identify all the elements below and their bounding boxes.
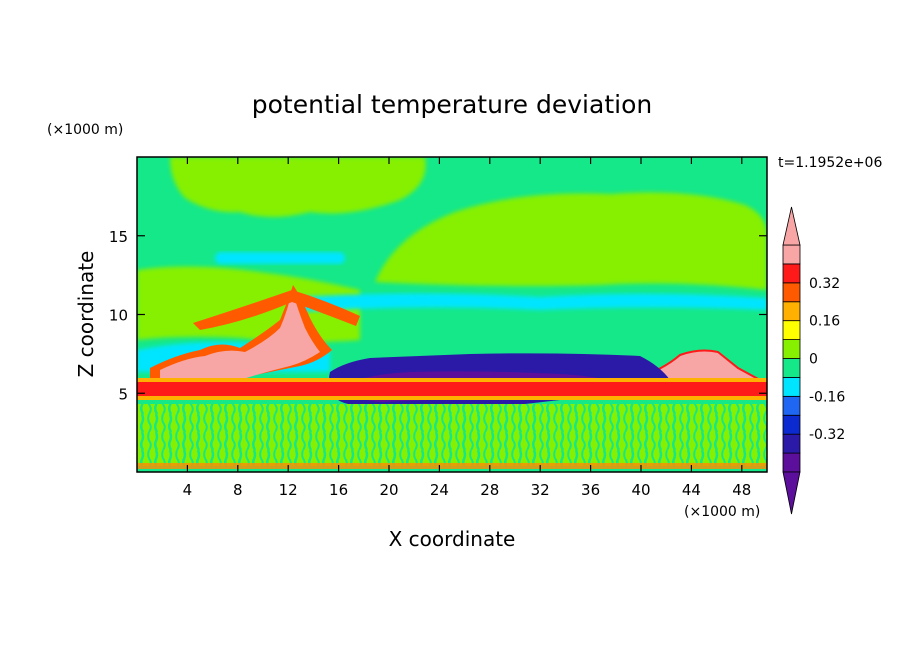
x-tick-label: 24 [430,481,449,499]
cool-band-middle [300,293,767,312]
colorbar-tick-label: 0.16 [809,314,840,330]
colorbar-segment [782,433,801,454]
colorbar-segment [782,395,801,416]
colorbar-segment [782,320,801,340]
surface-noise-band [137,463,767,469]
warm-plume-left-core [160,290,320,380]
colorbar-tick-label: 0.32 [809,276,840,292]
colorbar-over-arrow [782,206,801,246]
time-label: t=1.1952e+06 [778,155,882,171]
warm-layer-upper-edge [137,378,767,382]
colorbar-tick-label: -0.32 [809,427,845,443]
plot-area [137,157,767,472]
x-tick-label: 12 [279,481,298,499]
x-unit-label: (×1000 m) [684,504,760,520]
colorbar-segment [782,282,801,303]
cool-band-upper [215,252,345,264]
colorbar-segment [782,358,801,378]
x-tick-label: 20 [379,481,398,499]
x-axis-label: X coordinate [389,527,516,551]
x-tick-label: 40 [631,481,650,499]
warm-layer [137,382,767,396]
x-tick-label: 48 [732,481,751,499]
colorbar-segment [782,301,801,322]
colorbar-segment [782,452,801,473]
x-tick-label: 8 [233,481,243,499]
y-axis-ticks: 5 10 15 [109,228,767,403]
y-axis-label: Z coordinate [74,251,98,378]
colorbar-labels: -0.32 -0.16 0 0.16 0.32 [809,276,845,443]
colorbar-tick-label: -0.16 [809,389,845,405]
x-tick-label: 36 [581,481,600,499]
colorbar-segment [782,339,801,359]
colorbar-segment [782,244,801,265]
colorbar-segment [782,377,801,397]
upper-right-positive-region [375,192,767,290]
x-tick-label: 16 [329,481,348,499]
y-tick-label: 10 [109,307,128,325]
colorbar-segment [782,414,801,435]
upper-positive-region [170,157,426,217]
colorbar-segment [782,263,801,284]
x-tick-label: 32 [531,481,550,499]
y-tick-label: 5 [118,385,128,403]
warm-layer-lower-edge [137,396,767,400]
colorbar-tick-label: 0 [809,352,818,368]
x-tick-label: 4 [183,481,193,499]
turbulent-lower-region [137,404,767,466]
x-tick-label: 44 [682,481,701,499]
x-axis-ticks: 4 8 12 16 20 24 28 32 36 40 44 48 [183,157,751,499]
colorbar [782,206,801,515]
y-unit-label: (×1000 m) [47,122,123,138]
y-tick-label: 15 [109,228,128,246]
x-tick-label: 28 [480,481,499,499]
chart-title: potential temperature deviation [252,90,652,119]
warm-arm-right [292,290,360,326]
warm-arm-left [193,290,292,330]
colorbar-under-arrow [782,471,801,515]
